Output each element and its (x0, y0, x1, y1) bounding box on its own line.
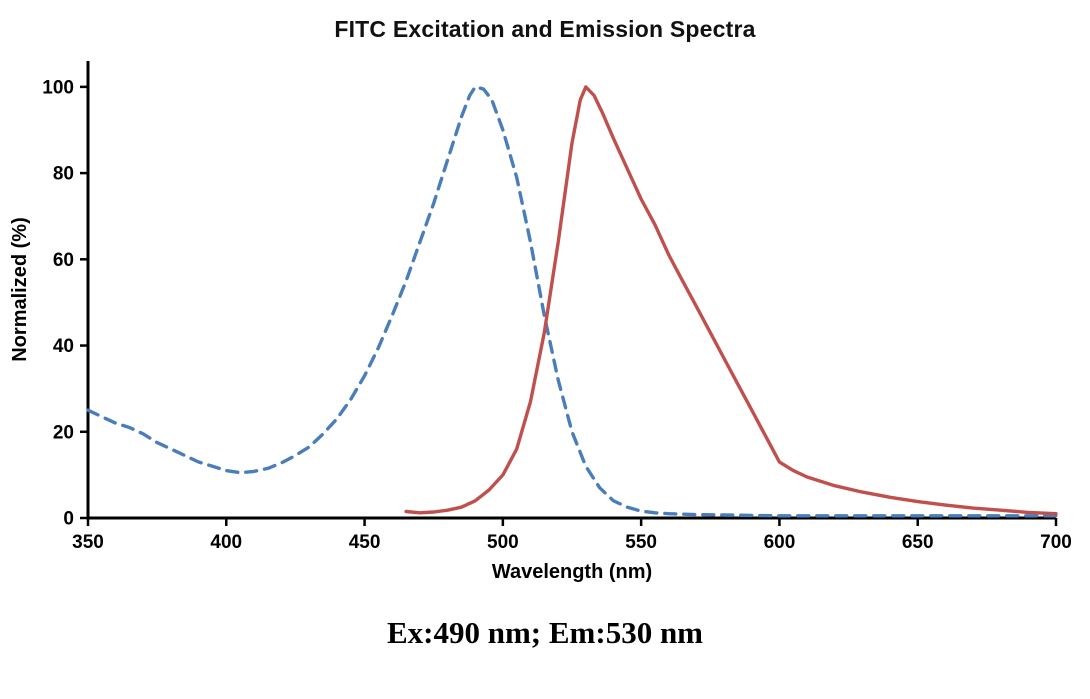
y-tick-label: 0 (63, 509, 74, 530)
spectra-chart: 350 400 450 500 550 600 650 700 0 20 40 60 80 100 Wave… (9, 61, 1072, 583)
chart-title: FITC Excitation and Emission Spectra (334, 16, 756, 42)
x-tick-label: 700 (1040, 532, 1072, 553)
y-tick-label: 100 (42, 77, 74, 98)
ex-em-caption: Ex:490 nm; Em:530 nm (386, 615, 704, 650)
y-axis-label: Normalized (%) (9, 217, 31, 361)
x-tick-label: 350 (72, 532, 104, 553)
y-tick-label: 80 (53, 164, 74, 185)
y-tick-label: 40 (53, 336, 74, 357)
excitation-curve (86, 85, 1058, 518)
x-tick-label: 450 (349, 532, 381, 553)
x-tick-label: 400 (210, 532, 242, 553)
y-tick-label: 20 (53, 422, 74, 443)
x-axis-label: Wavelength (nm) (492, 561, 652, 583)
x-tick-label: 600 (764, 532, 796, 553)
x-tick-label: 550 (625, 532, 657, 553)
fitc-spectra-figure: FITC Excitation and Emission Spectra 350… (9, 16, 1072, 650)
y-tick-label: 60 (53, 250, 74, 271)
emission-curve (404, 85, 1058, 516)
x-tick-label: 650 (902, 532, 934, 553)
x-tick-label: 500 (487, 532, 519, 553)
